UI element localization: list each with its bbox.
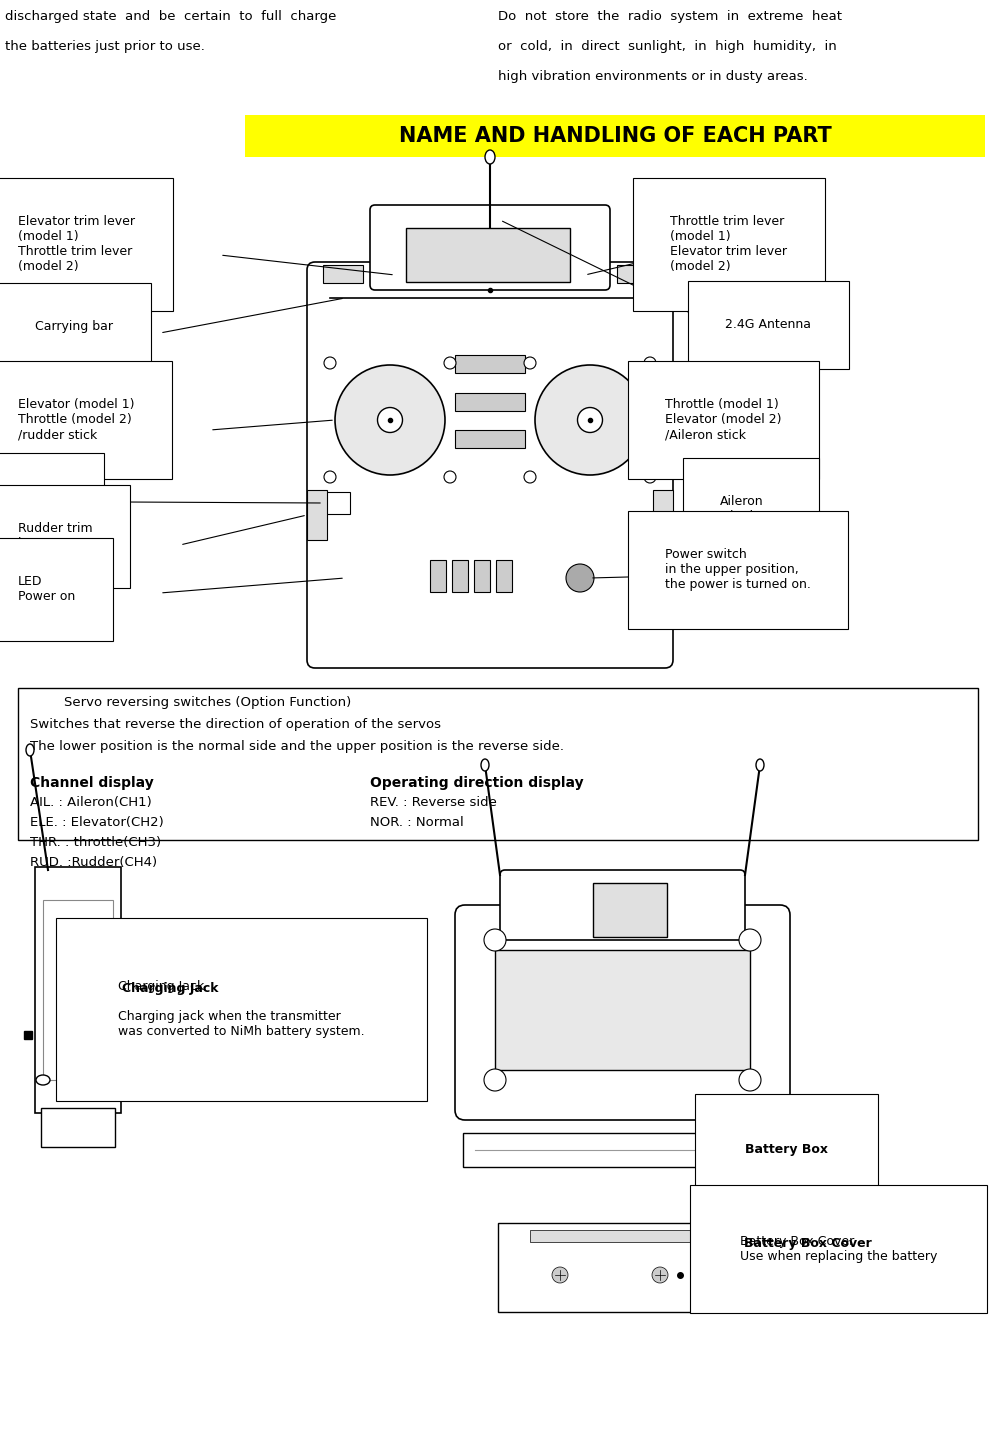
FancyBboxPatch shape — [498, 1223, 722, 1312]
Ellipse shape — [644, 357, 656, 369]
Ellipse shape — [335, 364, 445, 474]
Bar — [18, 688, 978, 840]
Text: THR. : throttle(CH3): THR. : throttle(CH3) — [30, 836, 162, 849]
FancyBboxPatch shape — [35, 868, 121, 1113]
Bar — [320, 492, 350, 513]
Text: NAME AND HANDLING OF EACH PART: NAME AND HANDLING OF EACH PART — [399, 126, 831, 146]
FancyBboxPatch shape — [41, 1108, 115, 1147]
Ellipse shape — [552, 1267, 568, 1283]
Ellipse shape — [577, 408, 602, 432]
Bar — [496, 560, 512, 591]
Ellipse shape — [324, 471, 336, 483]
Ellipse shape — [644, 471, 656, 483]
Ellipse shape — [481, 759, 489, 771]
Ellipse shape — [524, 471, 536, 483]
Text: Battery Box Cover: Battery Box Cover — [744, 1236, 871, 1249]
FancyBboxPatch shape — [455, 905, 790, 1121]
Ellipse shape — [535, 364, 645, 474]
Ellipse shape — [739, 928, 761, 951]
Ellipse shape — [484, 928, 506, 951]
Text: Battery Box Cover
Use when replacing the battery: Battery Box Cover Use when replacing the… — [740, 1235, 937, 1262]
Text: high vibration environments or in dusty areas.: high vibration environments or in dusty … — [498, 69, 808, 82]
Text: Do  not  store  the  radio  system  in  extreme  heat: Do not store the radio system in extreme… — [498, 10, 842, 23]
Bar — [455, 356, 525, 373]
Text: or  cold,  in  direct  sunlight,  in  high  humidity,  in: or cold, in direct sunlight, in high hum… — [498, 40, 836, 54]
Text: Elevator (model 1)
Throttle (model 2)
/rudder stick: Elevator (model 1) Throttle (model 2) /r… — [18, 398, 135, 441]
Text: AIL. : Aileron(CH1): AIL. : Aileron(CH1) — [30, 795, 152, 808]
Ellipse shape — [566, 564, 594, 591]
Bar — [617, 265, 657, 283]
Ellipse shape — [485, 150, 495, 163]
Bar — [452, 560, 468, 591]
Bar — [430, 560, 446, 591]
FancyBboxPatch shape — [463, 1134, 732, 1167]
Bar — [455, 429, 525, 448]
Text: RUD. :Rudder(CH4): RUD. :Rudder(CH4) — [30, 856, 158, 869]
Text: Aileron
trim lever: Aileron trim lever — [720, 495, 781, 523]
Bar — [455, 393, 525, 411]
FancyBboxPatch shape — [500, 870, 745, 940]
Text: ELE. : Elevator(CH2): ELE. : Elevator(CH2) — [30, 816, 164, 829]
Ellipse shape — [652, 1267, 668, 1283]
Bar — [43, 899, 113, 1080]
Text: Elevator trim lever
(model 1)
Throttle trim lever
(model 2): Elevator trim lever (model 1) Throttle t… — [18, 215, 135, 273]
Text: NOR. : Normal: NOR. : Normal — [370, 816, 464, 829]
Bar — [307, 490, 327, 539]
Text: 2.4G Antenna: 2.4G Antenna — [725, 318, 811, 331]
Bar — [530, 1231, 690, 1242]
FancyBboxPatch shape — [593, 884, 667, 937]
Ellipse shape — [26, 745, 34, 756]
Text: Rudder trim
lever: Rudder trim lever — [18, 522, 93, 549]
Bar — [323, 265, 363, 283]
FancyBboxPatch shape — [307, 262, 673, 668]
Bar — [474, 560, 490, 591]
Text: REV. : Reverse side: REV. : Reverse side — [370, 795, 497, 808]
Text: Hook: Hook — [35, 490, 67, 503]
Ellipse shape — [444, 471, 456, 483]
Text: Charging Jack: Charging Jack — [122, 982, 218, 995]
FancyBboxPatch shape — [370, 205, 610, 291]
Ellipse shape — [739, 1069, 761, 1090]
Text: LED
Power on: LED Power on — [18, 576, 75, 603]
Text: Channel display: Channel display — [30, 777, 154, 790]
Text: Operating direction display: Operating direction display — [370, 777, 583, 790]
Ellipse shape — [324, 357, 336, 369]
Text: Switches that reverse the direction of operation of the servos: Switches that reverse the direction of o… — [30, 719, 441, 732]
Text: Charging Jack

Charging jack when the transmitter
was converted to NiMh battery : Charging Jack Charging jack when the tra… — [118, 980, 365, 1038]
Ellipse shape — [36, 1074, 50, 1084]
Text: Carrying bar: Carrying bar — [35, 320, 113, 333]
Text: Throttle (model 1)
Elevator (model 2)
/Aileron stick: Throttle (model 1) Elevator (model 2) /A… — [665, 398, 782, 441]
Ellipse shape — [756, 759, 764, 771]
Text: The lower position is the normal side and the upper position is the reverse side: The lower position is the normal side an… — [30, 740, 564, 753]
Text: Throttle trim lever
(model 1)
Elevator trim lever
(model 2): Throttle trim lever (model 1) Elevator t… — [670, 215, 787, 273]
Bar — [653, 490, 673, 539]
FancyBboxPatch shape — [406, 228, 570, 282]
Bar — [245, 116, 985, 158]
Text: Servo reversing switches (Option Function): Servo reversing switches (Option Functio… — [30, 696, 351, 709]
Ellipse shape — [524, 357, 536, 369]
Text: the batteries just prior to use.: the batteries just prior to use. — [5, 40, 204, 54]
Text: Power switch
in the upper position,
the power is turned on.: Power switch in the upper position, the … — [665, 548, 811, 591]
Text: discharged state  and  be  certain  to  full  charge: discharged state and be certain to full … — [5, 10, 336, 23]
Ellipse shape — [484, 1069, 506, 1090]
Text: Battery Box: Battery Box — [745, 1144, 828, 1157]
Ellipse shape — [378, 408, 403, 432]
Ellipse shape — [444, 357, 456, 369]
Bar — [495, 950, 750, 1070]
